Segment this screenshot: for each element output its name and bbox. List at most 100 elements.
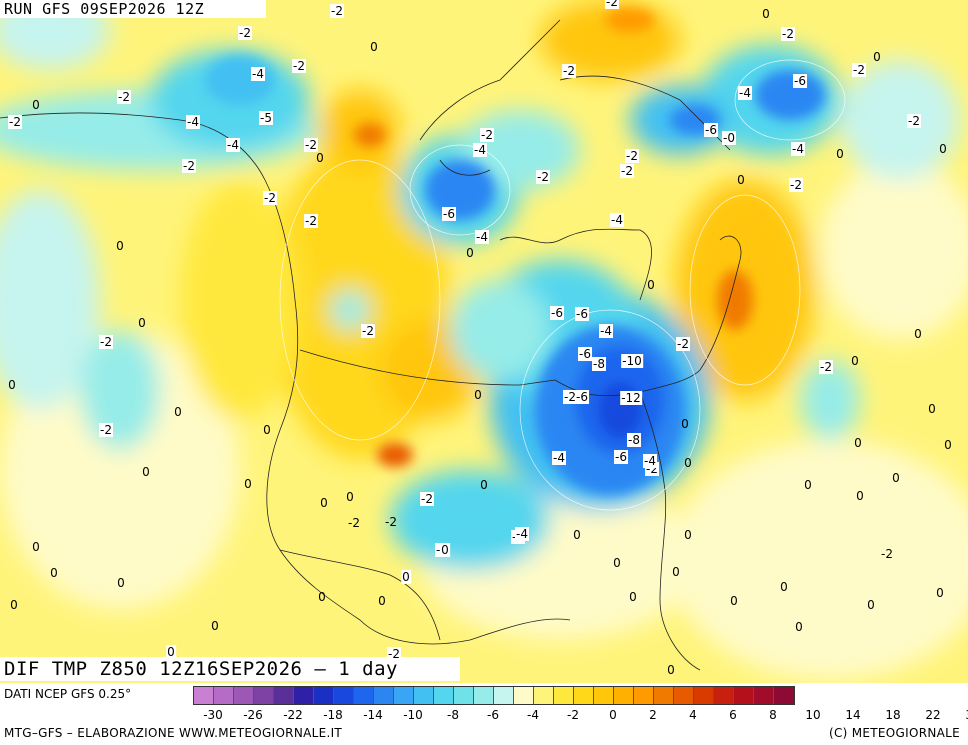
contour-label: -2 [292, 59, 306, 73]
contour-label: 0 [474, 388, 482, 402]
color-swatch [394, 687, 414, 704]
contour-label: 0 [211, 619, 219, 633]
contour-label: -4 [186, 115, 200, 129]
contour-label: -2 [605, 0, 619, 9]
contour-label: 0 [174, 405, 182, 419]
contour-label: -2 [99, 335, 113, 349]
contour-label: 0 [370, 40, 378, 54]
color-scale-tick: -14 [363, 708, 383, 722]
contour-label: 0 [116, 239, 124, 253]
contour-label: 0 [346, 490, 354, 504]
contour-label: -2 [620, 164, 634, 178]
contour-label: 0 [629, 590, 637, 604]
contour-label: -2 [420, 492, 434, 506]
contour-label: -2 [99, 423, 113, 437]
color-swatch [314, 687, 334, 704]
contour-label: -2 [304, 138, 318, 152]
credit-left: MTG–GFS – ELABORAZIONE WWW.METEOGIORNALE… [4, 726, 343, 740]
contour-label: -2 [676, 337, 690, 351]
contour-label: 0 [867, 598, 875, 612]
color-swatch [354, 687, 374, 704]
contour-label: 0 [142, 465, 150, 479]
contour-label: 0 [914, 327, 922, 341]
contour-label: -4 [251, 67, 265, 81]
contour-label: 0 [318, 590, 326, 604]
contour-label: 0 [316, 151, 324, 165]
contour-label: -2 [117, 90, 131, 104]
data-source-label: DATI NCEP GFS 0.25° [4, 687, 132, 701]
color-scale-bar [193, 686, 795, 705]
contour-label: -2 [387, 647, 401, 661]
contour-label: 0 [440, 543, 450, 557]
legend: DATI NCEP GFS 0.25° -30 -26 -22 -18 -14 -10 -8… [0, 683, 968, 745]
contour-label: -2-6 [563, 390, 589, 404]
contour-label: -8 [627, 433, 641, 447]
color-swatch [714, 687, 734, 704]
color-scale-tick: -10 [403, 708, 423, 722]
color-scale-tick: -4 [527, 708, 539, 722]
color-swatch [694, 687, 714, 704]
contour-label: -2 [907, 114, 921, 128]
contour-label: 0 [401, 570, 411, 584]
contour-label: -6 [614, 450, 628, 464]
contour-label: -4 [791, 142, 805, 156]
contour-label: 0 [780, 580, 788, 594]
contour-label: 0 [8, 378, 16, 392]
contour-label: -6 [578, 347, 592, 361]
color-swatch [634, 687, 654, 704]
color-swatch [514, 687, 534, 704]
color-scale-tick: 18 [885, 708, 901, 722]
contour-label: 0 [166, 645, 176, 659]
contour-label: -2 [625, 149, 639, 163]
color-swatch [754, 687, 774, 704]
color-scale-tick: -6 [487, 708, 499, 722]
color-swatch [554, 687, 574, 704]
contour-label: -0 [722, 131, 736, 145]
contour-label: -2 [881, 547, 893, 561]
variable-title: DIF TMP Z850 12Z16SEP2026 – 1 day [0, 657, 460, 681]
color-swatch [214, 687, 234, 704]
color-scale-tick: -2 [567, 708, 579, 722]
contour-label: 0 [856, 489, 864, 503]
color-scale-tick: 10 [805, 708, 821, 722]
contour-label: 0 [836, 147, 844, 161]
contour-label: -6 [550, 306, 564, 320]
contour-label: 0 [10, 598, 18, 612]
color-swatch [534, 687, 554, 704]
contour-label: -4 [226, 138, 240, 152]
contour-label: -2 [263, 191, 277, 205]
contour-label: 0 [647, 278, 655, 292]
contour-label: -4 [738, 86, 752, 100]
color-swatch [454, 687, 474, 704]
color-swatch [254, 687, 274, 704]
contour-label: -12 [620, 391, 642, 405]
color-scale-tick: -18 [323, 708, 343, 722]
contour-label: -2 [781, 27, 795, 41]
color-scale-ticks: -30 -26 -22 -18 -14 -10 -8 -6 -4 -2 0 2 4 6 8 10 14 18 22 3… [0, 708, 968, 724]
contour-label: 0 [684, 456, 692, 470]
contour-label: -6 [793, 74, 807, 88]
contour-label: -6 [442, 207, 456, 221]
contour-label: -2 [304, 214, 318, 228]
contour-label: 0 [263, 423, 271, 437]
contour-label: 0 [936, 586, 944, 600]
contour-label: -2 [562, 64, 576, 78]
contour-label: 0 [667, 663, 675, 677]
contour-label: 0 [939, 142, 947, 156]
contour-label: 0 [944, 438, 952, 452]
contour-label: -2 [182, 159, 196, 173]
contour-label: -5 [259, 111, 273, 125]
color-scale-tick: -30 [203, 708, 223, 722]
contour-label: 0 [50, 566, 58, 580]
color-swatch [654, 687, 674, 704]
contour-label: 0 [851, 354, 859, 368]
contour-label: 0 [613, 556, 621, 570]
contour-label: -4 [552, 451, 566, 465]
contour-label: -2 [536, 170, 550, 184]
color-swatch [434, 687, 454, 704]
color-scale-tick: 0 [609, 708, 617, 722]
contour-label: -2 [348, 516, 360, 530]
color-swatch [674, 687, 694, 704]
contour-label: -2 [8, 115, 22, 129]
contour-label: -2 [361, 324, 375, 338]
